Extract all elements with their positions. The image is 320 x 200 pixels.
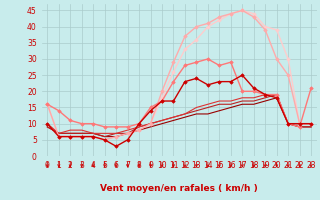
X-axis label: Vent moyen/en rafales ( km/h ): Vent moyen/en rafales ( km/h ) (100, 184, 258, 193)
